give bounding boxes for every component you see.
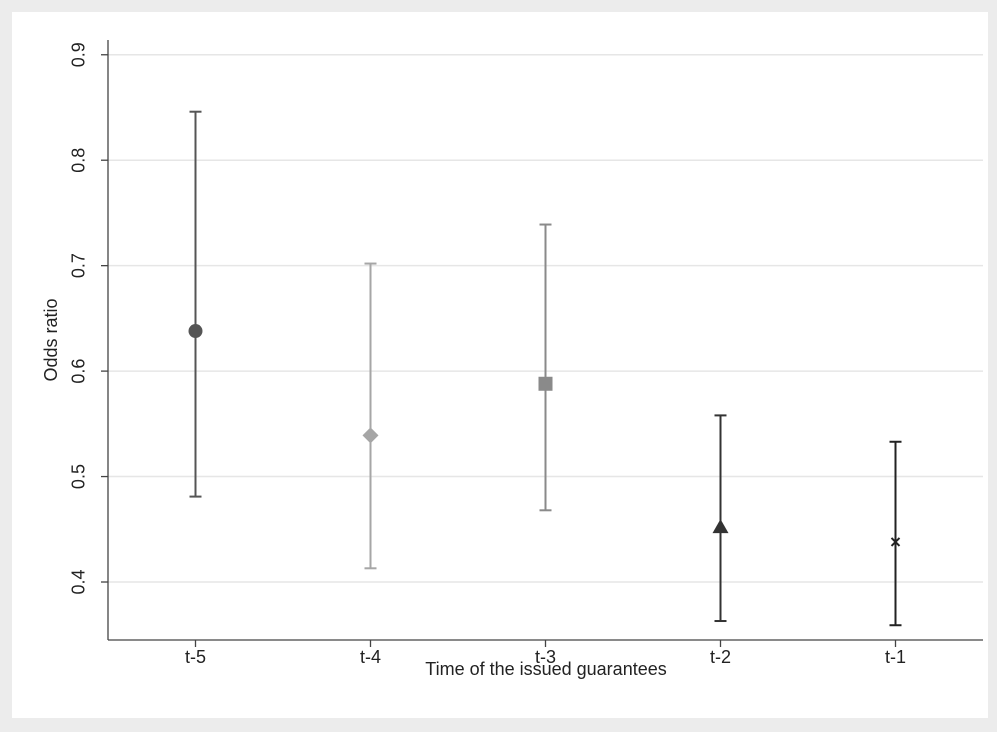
point xyxy=(188,324,203,339)
x-tick-label: t-5 xyxy=(185,647,206,667)
y-tick-label: 0.4 xyxy=(69,569,89,594)
point xyxy=(538,376,553,391)
point xyxy=(712,519,729,534)
y-tick-label: 0.8 xyxy=(69,148,89,173)
y-tick-label: 0.7 xyxy=(69,253,89,278)
x-axis-label: Time of the issued guarantees xyxy=(425,659,666,679)
x-tick-label: t-2 xyxy=(710,647,731,667)
point xyxy=(362,427,379,444)
y-tick-label: 0.6 xyxy=(69,359,89,384)
x-tick-label: t-1 xyxy=(885,647,906,667)
graph-region xyxy=(12,12,988,718)
x-tick-label: t-3 xyxy=(535,647,556,667)
x-tick-label: t-4 xyxy=(360,647,381,667)
y-tick-label: 0.9 xyxy=(69,42,89,67)
y-axis-label: Odds ratio xyxy=(41,298,61,381)
y-tick-label: 0.5 xyxy=(69,464,89,489)
point xyxy=(890,537,901,547)
